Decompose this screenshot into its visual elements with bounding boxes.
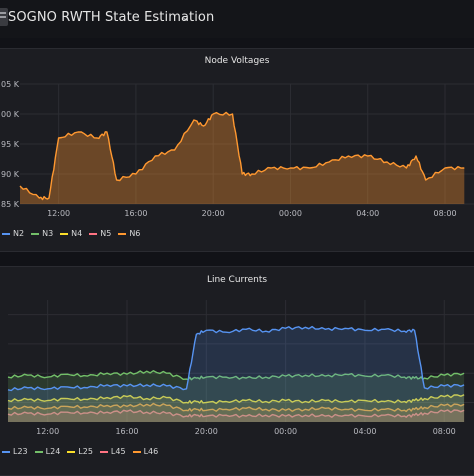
x-tick-label: 12:00 — [36, 427, 59, 436]
line-currents-legend: L23 L24 L25 L45 L46 — [2, 447, 165, 456]
legend-item-n2[interactable]: N2 — [2, 229, 24, 238]
legend-label: N2 — [13, 229, 25, 238]
legend-item-n3[interactable]: N3 — [31, 229, 53, 238]
legend-item-n5[interactable]: N5 — [89, 229, 111, 238]
x-tick-label: 20:00 — [195, 427, 218, 436]
y-tick-label: 90 K — [1, 170, 20, 179]
legend-swatch — [34, 450, 43, 453]
legend-label: N3 — [42, 229, 54, 238]
legend-label: L24 — [45, 447, 61, 456]
legend-swatch — [67, 450, 76, 453]
series-line-l23[interactable] — [7, 325, 465, 392]
legend-label: N4 — [71, 229, 83, 238]
series-line-l45[interactable] — [7, 409, 465, 418]
legend-swatch — [2, 232, 10, 235]
legend-swatch — [2, 450, 10, 453]
legend-label: N6 — [129, 229, 141, 238]
x-tick-label: 00:00 — [279, 209, 302, 218]
y-tick-label: 85 K — [1, 200, 20, 209]
chevron-down-icon[interactable]: ⌄ — [181, 12, 190, 23]
top-bar: SOGNO RWTH State Estimation ⌄ — [0, 0, 474, 38]
legend-swatch — [132, 450, 141, 453]
series-area-l25 — [8, 394, 465, 422]
legend-item-n4[interactable]: N4 — [60, 229, 82, 238]
x-tick-label: 04:00 — [356, 209, 379, 218]
series-line-n6[interactable] — [19, 111, 465, 201]
x-tick-label: 12:00 — [47, 209, 70, 218]
legend-item-l24[interactable]: L24 — [34, 447, 61, 456]
node-voltages-panel: Node Voltages — [0, 48, 474, 252]
legend-item-l25[interactable]: L25 — [67, 447, 93, 456]
legend-label: L46 — [143, 447, 159, 456]
legend-swatch — [99, 450, 108, 453]
x-tick-label: 04:00 — [353, 427, 376, 436]
y-tick-label: 00 K — [1, 110, 20, 119]
legend-swatch — [118, 232, 127, 235]
y-tick-label: 05 K — [1, 80, 20, 89]
series-area-n6 — [20, 112, 465, 204]
line-currents-panel: Line Currents — [0, 266, 474, 476]
x-tick-label: 16:00 — [124, 209, 147, 218]
series-area-l45 — [8, 410, 465, 422]
panel-title[interactable]: Node Voltages — [204, 56, 270, 66]
legend-item-n6[interactable]: N6 — [118, 229, 140, 238]
node-voltages-legend: N2 N3 N4 N5 N6 — [2, 229, 147, 238]
x-tick-label: 16:00 — [115, 427, 138, 436]
x-tick-label: 08:00 — [433, 209, 456, 218]
series-area-l24 — [8, 370, 465, 422]
series-line-l25[interactable] — [7, 394, 465, 405]
y-tick-label: 95 K — [1, 140, 20, 149]
x-tick-label: 08:00 — [433, 427, 456, 436]
legend-swatch — [60, 232, 69, 235]
legend-item-l46[interactable]: L46 — [132, 447, 159, 456]
legend-swatch — [31, 232, 40, 235]
x-tick-label: 00:00 — [274, 427, 297, 436]
x-tick-label: 20:00 — [202, 209, 225, 218]
legend-label: L45 — [110, 447, 126, 456]
dashboard-title[interactable]: SOGNO RWTH State Estimation — [8, 10, 215, 25]
series-area-l23 — [8, 326, 465, 422]
legend-item-l45[interactable]: L45 — [99, 447, 126, 456]
panel-title[interactable]: Line Currents — [206, 275, 268, 285]
legend-swatch — [89, 232, 98, 235]
legend-label: L25 — [78, 447, 93, 456]
legend-label: L23 — [13, 447, 28, 456]
series-area-l46 — [8, 403, 465, 422]
legend-label: N5 — [100, 229, 112, 238]
series-line-l46[interactable] — [7, 402, 465, 413]
legend-item-l23[interactable]: L23 — [2, 447, 28, 456]
series-line-l24[interactable] — [7, 370, 465, 381]
dashboard-icon — [0, 8, 8, 26]
